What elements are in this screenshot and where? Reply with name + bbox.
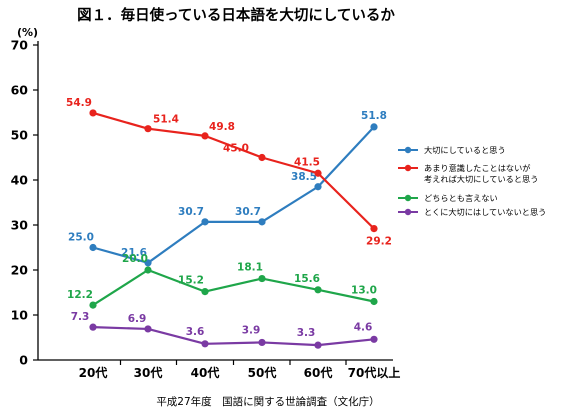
y-unit-label: (%) xyxy=(17,26,38,39)
data-point xyxy=(89,243,97,252)
y-tick-label: 30 xyxy=(11,218,29,233)
data-label: 41.5 xyxy=(294,156,320,168)
data-point xyxy=(89,109,97,117)
data-point xyxy=(144,259,152,267)
data-point xyxy=(89,301,97,309)
data-label: 30.7 xyxy=(178,206,204,218)
y-tick-label: 40 xyxy=(11,173,29,188)
data-label: 45.0 xyxy=(223,143,249,155)
data-label: 18.1 xyxy=(237,262,263,274)
data-label: 30.7 xyxy=(235,206,261,218)
data-label: 21.6 xyxy=(121,247,147,259)
x-tick-label: 40代 xyxy=(191,365,220,380)
legend: 大切にしていると思うあまり意識したことはないが考えれば大切にしていると思うどちら… xyxy=(398,145,546,217)
data-point xyxy=(314,286,322,294)
data-point xyxy=(314,169,322,177)
data-point xyxy=(258,274,266,283)
data-label: 3.6 xyxy=(186,326,205,338)
x-tick-label: 60代 xyxy=(304,365,333,380)
data-label: 25.0 xyxy=(68,232,94,244)
data-point xyxy=(258,338,266,347)
data-point xyxy=(89,323,97,331)
y-tick-label: 50 xyxy=(11,128,29,143)
legend-label: あまり意識したことはないが xyxy=(424,163,530,173)
data-point xyxy=(258,153,266,162)
data-label: 51.8 xyxy=(361,110,387,122)
legend-label: とくに大切にはしていないと思う xyxy=(424,207,546,217)
data-label: 29.2 xyxy=(366,236,392,248)
data-label: 20.0 xyxy=(122,253,148,265)
data-label: 15.2 xyxy=(178,275,204,287)
data-label: 12.2 xyxy=(67,289,93,301)
data-label: 6.9 xyxy=(128,313,147,325)
y-tick-label: 20 xyxy=(11,263,29,278)
y-tick-label: 0 xyxy=(19,353,28,368)
series-line xyxy=(92,126,375,264)
legend-item-4: とくに大切にはしていないと思う xyxy=(398,207,546,217)
data-point xyxy=(314,183,322,191)
legend-swatch-marker xyxy=(404,164,412,172)
data-point xyxy=(258,218,266,226)
series-2: 54.9 51.4 49.8 45.0 41.5 29.2 xyxy=(66,97,392,248)
series-1: 25.0 21.6 30.7 30.7 38.5 51.8 xyxy=(68,110,387,267)
x-tick-label: 30代 xyxy=(134,365,163,380)
legend-swatch-marker xyxy=(404,208,412,216)
legend-item-1: 大切にしていると思う xyxy=(398,145,506,155)
data-label: 13.0 xyxy=(351,285,377,297)
legend-swatch-marker xyxy=(404,194,412,202)
series-line xyxy=(92,268,375,307)
data-label: 3.3 xyxy=(297,327,316,339)
legend-item-3: どちらとも言えない xyxy=(398,193,498,203)
legend-label: どちらとも言えない xyxy=(424,193,498,203)
source-note: 平成27年度 国語に関する世論調査（文化庁） xyxy=(156,395,379,408)
y-tick-label: 70 xyxy=(11,38,29,53)
data-label: 54.9 xyxy=(66,97,92,109)
data-label: 38.5 xyxy=(291,171,317,183)
data-label: 51.4 xyxy=(153,114,179,126)
data-point xyxy=(201,218,209,226)
series-4: 7.3 6.9 3.6 3.9 3.3 4.6 xyxy=(71,311,378,349)
data-point xyxy=(201,340,209,348)
data-label: 4.6 xyxy=(354,321,373,333)
chart-title: 図１．毎日使っている日本語を大切にしているか xyxy=(77,6,395,24)
series-line xyxy=(92,111,375,230)
data-point xyxy=(370,297,378,306)
data-label: 15.6 xyxy=(294,273,320,285)
x-tick-label: 50代 xyxy=(248,365,277,380)
y-tick-label: 10 xyxy=(11,308,29,323)
data-point xyxy=(144,125,152,133)
data-point xyxy=(201,288,209,296)
data-point xyxy=(201,132,209,140)
series-line xyxy=(92,326,375,347)
data-label: 7.3 xyxy=(71,311,90,323)
data-point xyxy=(370,225,378,233)
data-point xyxy=(314,341,322,349)
data-point xyxy=(144,325,152,333)
y-tick-label: 60 xyxy=(11,83,29,98)
legend-swatch-marker xyxy=(404,146,412,154)
x-tick-label: 70代以上 xyxy=(348,365,401,380)
data-label: 49.8 xyxy=(209,121,235,133)
series-3: 12.2 20.0 15.2 18.1 15.6 13.0 xyxy=(67,253,378,309)
legend-label: 考えれば大切にしていると思う xyxy=(424,174,538,184)
legend-label: 大切にしていると思う xyxy=(424,145,506,155)
data-point xyxy=(144,266,152,274)
data-label: 3.9 xyxy=(242,324,261,336)
x-tick-label: 20代 xyxy=(79,365,108,380)
data-point xyxy=(370,123,378,131)
data-point xyxy=(370,335,378,343)
